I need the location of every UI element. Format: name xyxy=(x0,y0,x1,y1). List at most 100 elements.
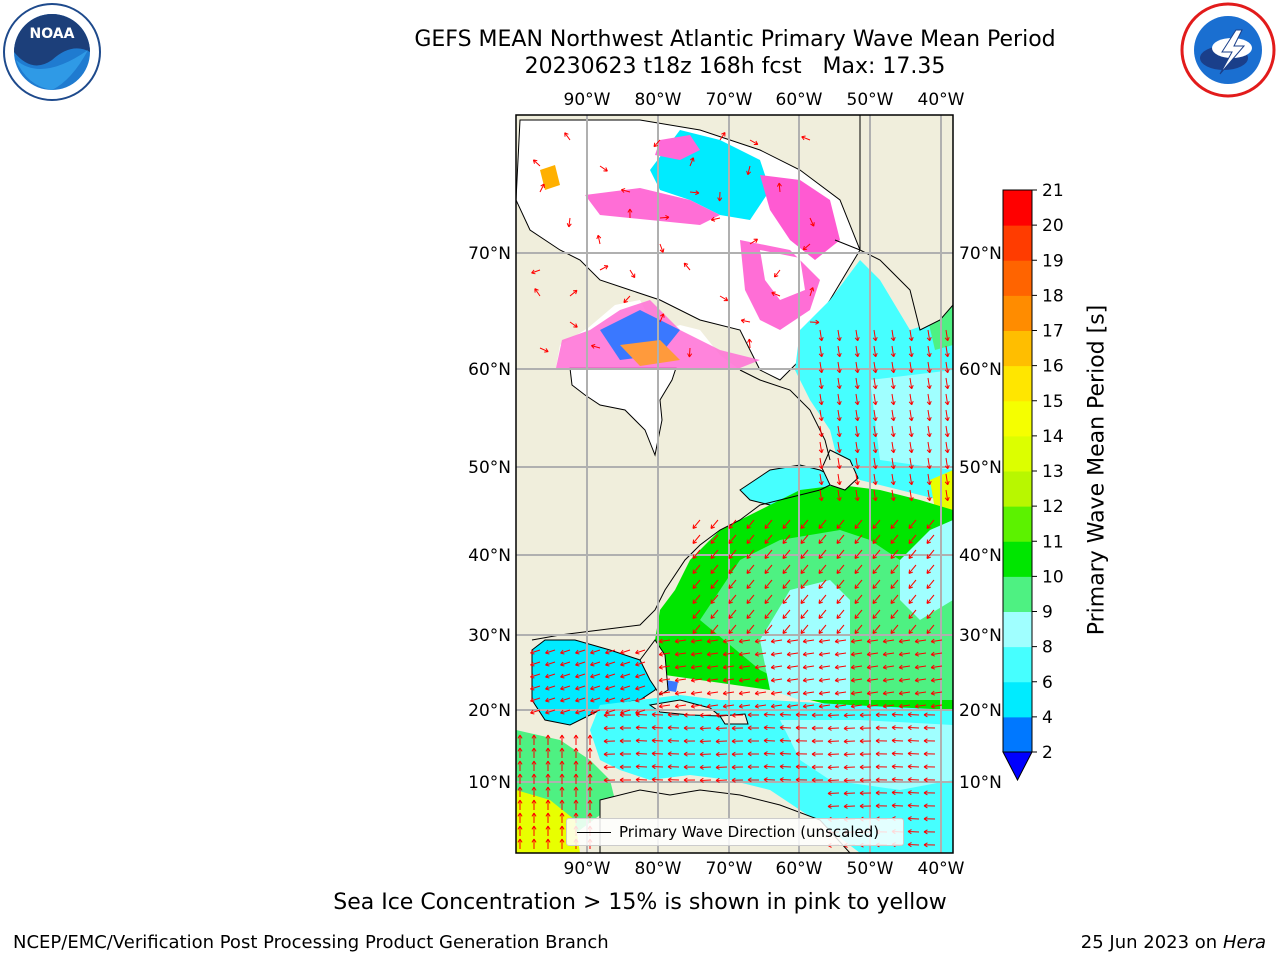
wave-direction-arrow xyxy=(843,777,856,783)
colorbar-tick-label: 21 xyxy=(1042,181,1064,201)
wave-direction-arrow xyxy=(898,664,911,670)
wave-direction-arrow xyxy=(882,703,895,709)
wave-direction-arrow xyxy=(667,777,680,783)
wave-direction-arrow xyxy=(800,549,809,559)
wave-direction-arrow xyxy=(651,725,664,731)
wave-direction-arrow xyxy=(872,361,878,374)
wave-direction-arrow xyxy=(908,329,914,342)
wave-direction-arrow xyxy=(818,489,824,502)
wave-direction-arrow xyxy=(827,725,840,731)
wave-direction-arrow xyxy=(890,549,899,559)
lon-tick-bottom: 70°W xyxy=(706,859,753,879)
wave-direction-arrow xyxy=(843,790,856,796)
wave-direction-arrow xyxy=(907,751,920,757)
wave-direction-arrow xyxy=(534,288,541,297)
colorbar-segment xyxy=(1003,506,1032,542)
wave-direction-arrow xyxy=(890,489,896,502)
wave-direction-arrow xyxy=(530,673,541,679)
wave-direction-arrow xyxy=(854,441,860,454)
wave-direction-arrow xyxy=(603,777,616,783)
wave-direction-arrow xyxy=(923,842,936,848)
wave-direction-arrow xyxy=(801,135,811,141)
wave-direction-arrow xyxy=(575,649,586,655)
wave-direction-arrow xyxy=(836,345,842,358)
wave-direction-arrow xyxy=(908,624,917,634)
sea-ice-note: Sea Ice Concentration > 15% is shown in … xyxy=(333,890,947,915)
wave-direction-arrow xyxy=(596,234,602,245)
wave-direction-arrow xyxy=(944,425,950,438)
lat-tick-left: 60°N xyxy=(468,360,511,380)
wave-direction-arrow xyxy=(629,269,636,279)
wave-direction-arrow xyxy=(908,457,914,470)
wave-direction-arrow xyxy=(818,690,831,696)
wave-direction-arrow xyxy=(818,651,831,657)
wave-direction-arrow xyxy=(715,751,728,757)
wave-direction-arrow xyxy=(866,703,879,709)
wave-direction-arrow xyxy=(692,564,701,574)
wave-direction-arrow xyxy=(545,799,551,810)
wave-direction-arrow xyxy=(779,738,792,744)
wave-direction-arrow xyxy=(674,651,687,657)
wave-direction-arrow xyxy=(926,594,935,604)
wave-direction-arrow xyxy=(827,803,840,809)
wave-direction-arrow xyxy=(517,760,523,771)
wave-direction-arrow xyxy=(872,329,878,342)
wave-direction-arrow xyxy=(859,764,872,770)
wave-direction-arrow xyxy=(706,677,719,683)
wave-direction-arrow xyxy=(635,649,646,655)
wave-direction-arrow xyxy=(827,764,840,770)
wave-direction-arrow xyxy=(834,677,847,683)
wave-direction-arrow xyxy=(517,747,523,758)
wave-direction-arrow xyxy=(575,673,586,679)
wave-direction-arrow xyxy=(926,519,935,529)
wave-direction-arrow xyxy=(667,725,680,731)
legend-label: Primary Wave Direction (unscaled) xyxy=(619,823,880,841)
wave-direction-arrow xyxy=(908,425,914,438)
wave-direction-arrow xyxy=(926,409,932,422)
wave-direction-arrow xyxy=(746,594,755,604)
wave-direction-arrow xyxy=(738,690,751,696)
wave-direction-arrow xyxy=(517,812,523,823)
wave-direction-arrow xyxy=(834,638,847,644)
wave-direction-arrow xyxy=(635,725,648,731)
ice-patch-orange xyxy=(620,340,680,366)
wave-direction-arrow xyxy=(658,638,671,644)
wave-direction-arrow xyxy=(699,738,712,744)
colorbar: 2 4 6 8 9 10 11 12 13 14 15 16 17 18 19 20 21 xyxy=(1002,181,1064,782)
wave-direction-arrow xyxy=(907,777,920,783)
wave-direction-arrow xyxy=(635,764,648,770)
wave-direction-arrow xyxy=(944,345,950,358)
wave-direction-arrow xyxy=(667,751,680,757)
wave-direction-arrow xyxy=(795,764,808,770)
wave-direction-arrow xyxy=(545,685,556,691)
wave-direction-arrow xyxy=(690,677,703,683)
wave-direction-arrow xyxy=(531,825,537,836)
wave-direction-arrow xyxy=(683,725,696,731)
wave-direction-arrow xyxy=(635,685,646,691)
wave-direction-arrow xyxy=(782,519,791,529)
wave-direction-arrow xyxy=(782,564,791,574)
wave-direction-arrow xyxy=(635,777,648,783)
wave-direction-arrow xyxy=(773,269,781,278)
wave-direction-arrow xyxy=(836,361,842,374)
colorbar-tick-label: 11 xyxy=(1042,532,1064,552)
wave-direction-arrow xyxy=(843,725,856,731)
wave-direction-arrow xyxy=(651,738,664,744)
wave-direction-arrow xyxy=(683,751,696,757)
wave-direction-arrow xyxy=(728,579,737,589)
wave-direction-arrow xyxy=(754,664,767,670)
wave-direction-arrow xyxy=(827,751,840,757)
lon-tick-top: 80°W xyxy=(635,90,682,110)
wave-direction-arrow xyxy=(818,624,827,634)
wave-direction-arrow xyxy=(770,651,783,657)
wave-direction-arrow xyxy=(590,344,601,349)
wave-direction-arrow xyxy=(908,534,917,544)
wave-direction-arrow xyxy=(620,661,631,667)
wave-direction-arrow xyxy=(907,842,920,848)
wave-direction-arrow xyxy=(850,638,863,644)
wave-direction-arrow xyxy=(545,838,551,849)
wave-direction-arrow xyxy=(926,393,932,406)
wave-direction-arrow xyxy=(770,690,783,696)
wave-direction-arrow xyxy=(930,664,943,670)
wave-direction-arrow xyxy=(926,534,935,544)
